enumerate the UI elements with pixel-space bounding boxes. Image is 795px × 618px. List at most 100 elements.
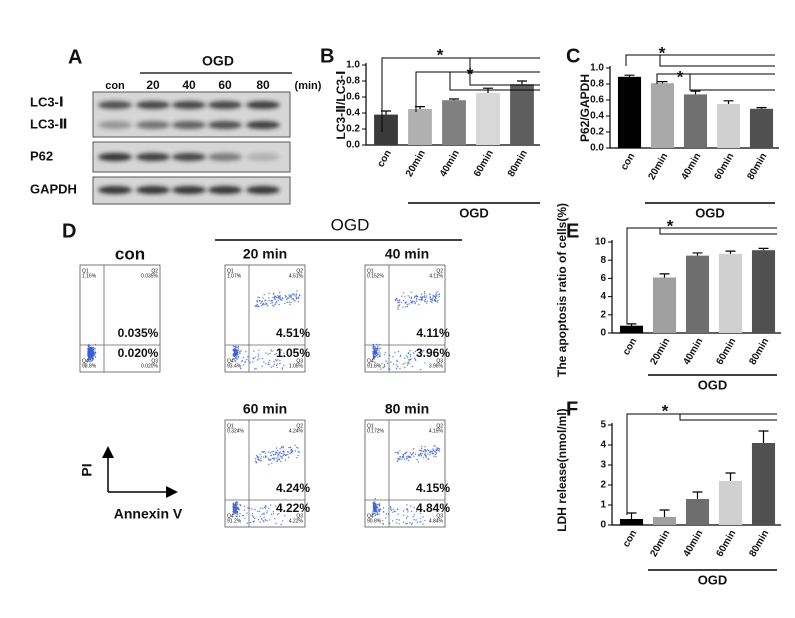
- significance-star: *: [467, 64, 474, 83]
- y-tick-label: 0.2: [346, 124, 360, 135]
- lower-right-value: 1.05%: [276, 346, 310, 360]
- event-dot: [415, 295, 417, 298]
- event-dot: [405, 355, 408, 357]
- event-dot: [91, 355, 93, 357]
- bar: [718, 253, 743, 333]
- event-dot: [436, 449, 438, 451]
- event-dot: [297, 300, 299, 303]
- band: [98, 186, 132, 194]
- event-dot: [419, 512, 422, 514]
- event-dot: [287, 453, 289, 456]
- event-dot: [261, 305, 263, 307]
- event-dot: [412, 516, 414, 518]
- event-dot: [403, 458, 406, 460]
- axis-label: PI: [79, 463, 95, 476]
- event-dot: [281, 368, 283, 370]
- event-dot: [421, 450, 423, 452]
- error-bar: [449, 98, 459, 101]
- event-dot: [281, 367, 284, 369]
- event-dot: [254, 356, 256, 358]
- event-dot: [268, 507, 270, 509]
- event-dot: [388, 368, 390, 370]
- x-tick-label: 20min: [646, 151, 670, 182]
- significance-star: *: [667, 216, 674, 235]
- quadrant-name: Q4: [367, 513, 374, 519]
- event-dot: [424, 454, 426, 456]
- event-dot: [431, 299, 434, 302]
- event-dot: [420, 299, 422, 301]
- event-dot: [396, 460, 399, 462]
- event-dot: [383, 364, 386, 366]
- event-dot: [403, 292, 405, 294]
- event-dot: [432, 297, 434, 299]
- event-dot: [276, 461, 278, 463]
- event-dot: [267, 353, 269, 355]
- error-bar: [725, 472, 736, 481]
- event-dot: [258, 459, 260, 461]
- event-dot: [271, 304, 274, 306]
- band: [246, 121, 280, 129]
- event-dot: [407, 361, 410, 363]
- event-dot: [408, 362, 410, 365]
- event-dot: [278, 298, 281, 300]
- event-dot: [404, 453, 407, 455]
- event-dot: [410, 456, 412, 458]
- event-dot: [88, 350, 90, 352]
- event-dot: [418, 449, 421, 451]
- event-dot: [419, 449, 422, 452]
- event-dot: [374, 346, 376, 348]
- event-dot: [236, 510, 239, 513]
- event-dot: [284, 453, 286, 456]
- bar: [652, 277, 677, 333]
- event-dot: [385, 517, 387, 519]
- event-dot: [235, 356, 238, 358]
- event-dot: [398, 301, 400, 304]
- event-dot: [423, 292, 426, 295]
- x-tick-label: 80min: [745, 151, 769, 182]
- event-dot: [238, 515, 241, 517]
- event-dot: [271, 350, 273, 352]
- x-tick-label: 20min: [648, 528, 672, 559]
- quadrant-value: 1.07%: [227, 273, 242, 279]
- event-dot: [284, 454, 287, 457]
- event-dot: [277, 458, 279, 461]
- event-dot: [423, 451, 425, 453]
- event-dot: [412, 352, 415, 354]
- panel-label: D: [62, 220, 76, 242]
- event-dot: [263, 516, 265, 518]
- event-dot: [268, 297, 270, 299]
- y-tick-label: 0.0: [346, 140, 360, 151]
- event-dot: [258, 296, 260, 299]
- event-dot: [437, 291, 439, 293]
- event-dot: [261, 450, 263, 453]
- quadrant-value: 0.035%: [141, 273, 159, 279]
- event-dot: [383, 511, 385, 513]
- event-dot: [426, 300, 428, 302]
- event-dot: [413, 300, 415, 302]
- event-dot: [259, 453, 261, 456]
- event-dot: [297, 447, 299, 449]
- event-dot: [234, 349, 236, 351]
- event-dot: [372, 502, 374, 504]
- event-dot: [240, 350, 242, 352]
- lower-right-value: 4.22%: [276, 501, 310, 515]
- event-dot: [248, 359, 250, 362]
- event-dot: [377, 346, 379, 348]
- y-tick-label: 0: [600, 328, 606, 339]
- event-dot: [262, 302, 264, 305]
- error-bar: [692, 252, 703, 256]
- y-tick-label: 8: [600, 255, 606, 266]
- event-dot: [254, 305, 256, 308]
- event-dot: [273, 450, 275, 453]
- event-dot: [435, 300, 437, 303]
- event-dot: [265, 363, 267, 365]
- event-dot: [379, 509, 381, 512]
- event-dot: [256, 303, 258, 306]
- event-dot: [260, 460, 262, 462]
- error-bar: [626, 512, 637, 519]
- group-label: OGD: [698, 377, 728, 392]
- event-dot: [270, 513, 273, 516]
- event-dot: [432, 296, 434, 298]
- event-dot: [247, 355, 249, 358]
- event-dot: [392, 511, 394, 513]
